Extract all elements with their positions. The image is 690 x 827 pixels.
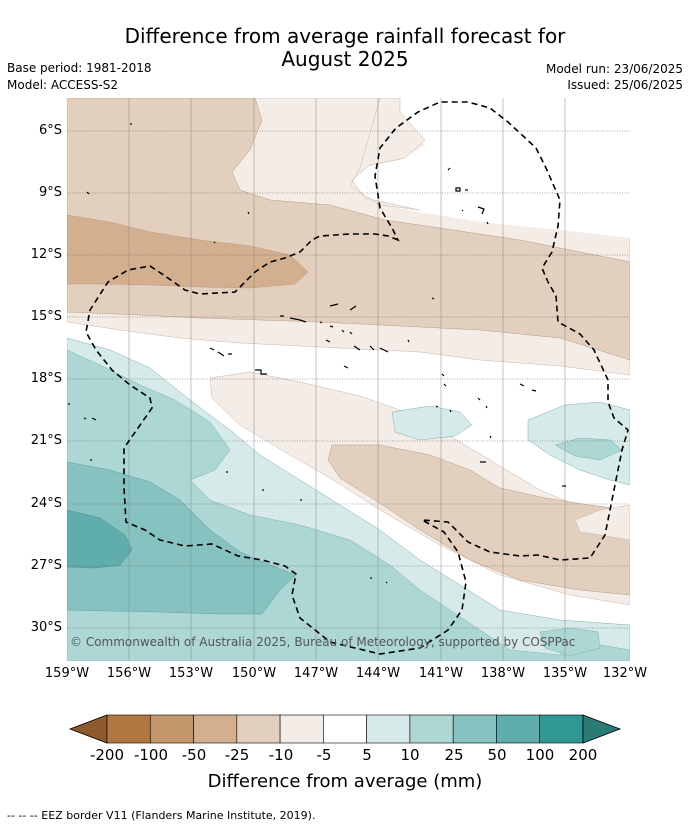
eez-borders [85, 101, 629, 655]
colorbar-bin [452, 714, 497, 744]
colorbar-tick-label: 25 [444, 746, 464, 764]
wet-zone-10-mid [391, 405, 473, 441]
colorbar-bin [496, 714, 541, 744]
colorbar-bin [409, 714, 454, 744]
lat-label-27s: 27°S [30, 558, 62, 573]
colorbar-tick-label: -100 [133, 746, 169, 764]
lon-label-138w: 138°W [480, 666, 526, 681]
colorbar-tick-label: -200 [89, 746, 125, 764]
colorbar-tick-label: 100 [525, 746, 555, 764]
copyright-notice: © Commonwealth of Australia 2025, Bureau… [70, 635, 576, 649]
colorbar-bin [279, 714, 324, 744]
base-period-text: Base period: 1981-2018 [7, 61, 152, 75]
colorbar-extend-high [582, 714, 622, 744]
lat-label-21s: 21°S [30, 433, 62, 448]
lon-label-141w: 141°W [418, 666, 464, 681]
lon-label-153w: 153°W [168, 666, 214, 681]
map-title-line1: Difference from average rainfall forecas… [124, 24, 566, 48]
colorbar-bin [236, 714, 281, 744]
colorbar [68, 714, 622, 744]
colorbar-tick-label: 200 [568, 746, 598, 764]
lon-label-135w: 135°W [542, 666, 588, 681]
lat-label-24s: 24°S [30, 496, 62, 511]
lon-label-144w: 144°W [355, 666, 401, 681]
colorbar-bin [106, 714, 151, 744]
issued-text: Issued: 25/06/2025 [567, 78, 683, 92]
lat-label-9s: 9°S [38, 185, 62, 200]
colorbar-bin [193, 714, 238, 744]
colorbar-tick-label: -10 [268, 746, 294, 764]
lon-label-150w: 150°W [231, 666, 277, 681]
colorbar-bin [149, 714, 194, 744]
lon-label-132w: 132°W [602, 666, 648, 681]
eez-legend-note: -- -- -- EEZ border V11 (Flanders Marine… [7, 809, 316, 822]
lat-label-15s: 15°S [30, 309, 62, 324]
colorbar-tick-label: 5 [362, 746, 372, 764]
colorbar-bin [323, 714, 367, 744]
lon-label-156w: 156°W [106, 666, 152, 681]
lat-label-12s: 12°S [30, 247, 62, 262]
dry-zone-25-north [67, 98, 630, 361]
model-run-text: Model run: 23/06/2025 [545, 62, 683, 76]
wet-zone-100 [67, 509, 133, 569]
dry-zone-10-ne [349, 98, 426, 211]
map-title-line2: August 2025 [281, 47, 409, 71]
dry-zone-50 [67, 214, 309, 289]
lat-label-30s: 30°S [30, 620, 62, 635]
lon-label-159w: 159°W [44, 666, 90, 681]
colorbar-tick-label: 10 [400, 746, 420, 764]
longitude-gridlines [128, 98, 566, 661]
dry-zone-25-se [327, 444, 630, 596]
lat-label-18s: 18°S [30, 371, 62, 386]
lon-label-147w: 147°W [293, 666, 339, 681]
lat-label-6s: 6°S [38, 123, 62, 138]
colorbar-tick-label: -25 [224, 746, 250, 764]
islands [68, 123, 566, 584]
colorbar-tick-label: -50 [181, 746, 207, 764]
colorbar-bin [539, 714, 584, 744]
wet-zone-10-east-small [574, 504, 630, 541]
colorbar-tick-label: -5 [316, 746, 332, 764]
model-text: Model: ACCESS-S2 [7, 78, 119, 92]
colorbar-bin [366, 714, 411, 744]
eez-border-kiribati-line [85, 101, 629, 655]
colorbar-extend-low [68, 714, 108, 744]
colorbar-tick-label: 50 [487, 746, 507, 764]
rainfall-map [67, 98, 630, 661]
colorbar-label: Difference from average (mm) [207, 771, 483, 792]
